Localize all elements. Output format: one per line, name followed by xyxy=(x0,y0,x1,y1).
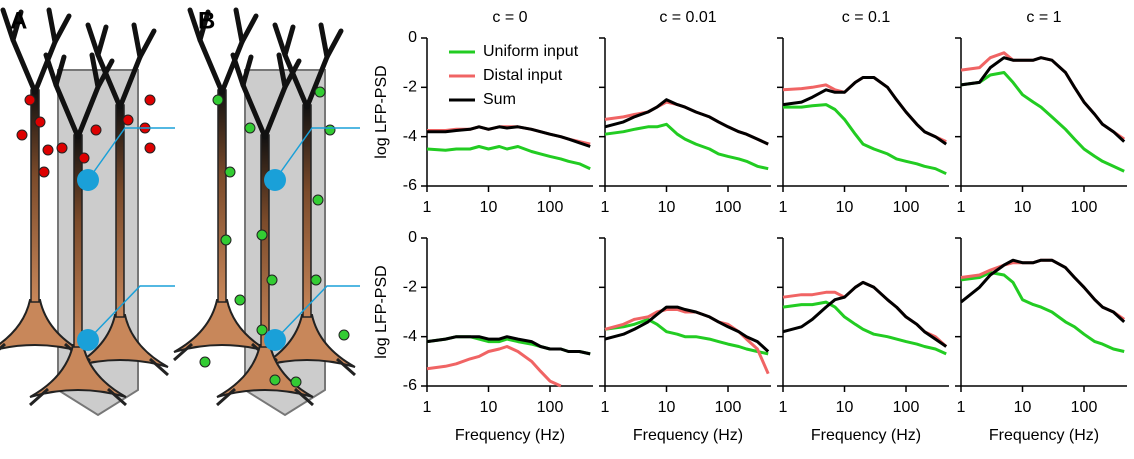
panel-label: B xyxy=(198,7,215,34)
y-tick-label: -6 xyxy=(403,177,417,194)
series-line xyxy=(960,56,1126,143)
x-tick-label: 10 xyxy=(1014,199,1032,216)
chart-title: c = 0.01 xyxy=(659,9,716,26)
series-line xyxy=(960,258,1126,321)
panel-label: A xyxy=(10,7,27,34)
y-tick-label: -2 xyxy=(403,79,417,96)
x-tick-label: 1 xyxy=(957,199,966,216)
x-tick-label: 100 xyxy=(537,199,564,216)
legend-label: Uniform input xyxy=(483,43,579,60)
series-line xyxy=(604,317,769,356)
y-tick-label: -4 xyxy=(403,328,417,345)
x-tick-label: 100 xyxy=(715,399,742,416)
series-line xyxy=(782,300,947,356)
chart-title: c = 1 xyxy=(1026,9,1061,26)
y-tick-label: -6 xyxy=(403,377,417,394)
y-axis-label: log LFP-PSD xyxy=(373,265,390,358)
panel-b-diagram: B xyxy=(174,7,360,416)
x-tick-label: 1 xyxy=(957,399,966,416)
series-line xyxy=(960,71,1125,173)
series-line xyxy=(783,103,947,176)
series-line xyxy=(782,76,948,146)
series-line xyxy=(782,280,948,348)
x-tick-label: 1 xyxy=(423,199,432,216)
y-tick-label: -2 xyxy=(403,279,417,296)
chart-title: c = 0 xyxy=(492,9,527,26)
series-line xyxy=(604,305,770,353)
x-tick-label: 10 xyxy=(836,199,854,216)
x-tick-label: 1 xyxy=(423,399,432,416)
panel-a-diagram: A xyxy=(0,7,175,416)
x-tick-label: 10 xyxy=(480,399,498,416)
x-axis-label: Frequency (Hz) xyxy=(989,427,1099,444)
series-line xyxy=(960,258,1126,324)
series-line xyxy=(960,271,1125,353)
x-tick-label: 100 xyxy=(893,199,920,216)
y-tick-label: 0 xyxy=(408,229,417,246)
chart-title: c = 0.1 xyxy=(842,9,891,26)
x-axis-label: Frequency (Hz) xyxy=(811,427,921,444)
x-axis-label: Frequency (Hz) xyxy=(633,427,743,444)
y-axis-label: log LFP-PSD xyxy=(373,65,390,158)
series-line xyxy=(604,98,769,146)
series-line xyxy=(427,125,591,148)
y-tick-label: 0 xyxy=(408,29,417,46)
series-line xyxy=(426,335,591,356)
x-tick-label: 10 xyxy=(658,399,676,416)
x-tick-label: 1 xyxy=(601,199,610,216)
x-axis-label: Frequency (Hz) xyxy=(455,427,565,444)
series-line xyxy=(604,308,770,375)
x-tick-label: 10 xyxy=(1014,399,1032,416)
series-line xyxy=(960,51,1126,141)
x-tick-label: 10 xyxy=(658,199,676,216)
x-tick-label: 10 xyxy=(836,399,854,416)
series-line xyxy=(427,125,591,146)
x-tick-label: 100 xyxy=(1071,199,1098,216)
legend-label: Distal input xyxy=(483,67,563,84)
x-tick-label: 10 xyxy=(480,199,498,216)
x-tick-label: 1 xyxy=(779,199,788,216)
series-line xyxy=(426,145,591,171)
x-tick-label: 100 xyxy=(893,399,920,416)
x-tick-label: 1 xyxy=(601,399,610,416)
series-line xyxy=(604,122,769,171)
x-tick-label: 100 xyxy=(537,399,564,416)
x-tick-label: 100 xyxy=(1071,399,1098,416)
x-tick-label: 100 xyxy=(715,199,742,216)
series-line xyxy=(426,345,562,388)
y-tick-label: -4 xyxy=(403,128,417,145)
x-tick-label: 1 xyxy=(779,399,788,416)
series-line xyxy=(782,280,948,348)
legend-label: Sum xyxy=(483,91,516,108)
series-line xyxy=(782,76,947,143)
